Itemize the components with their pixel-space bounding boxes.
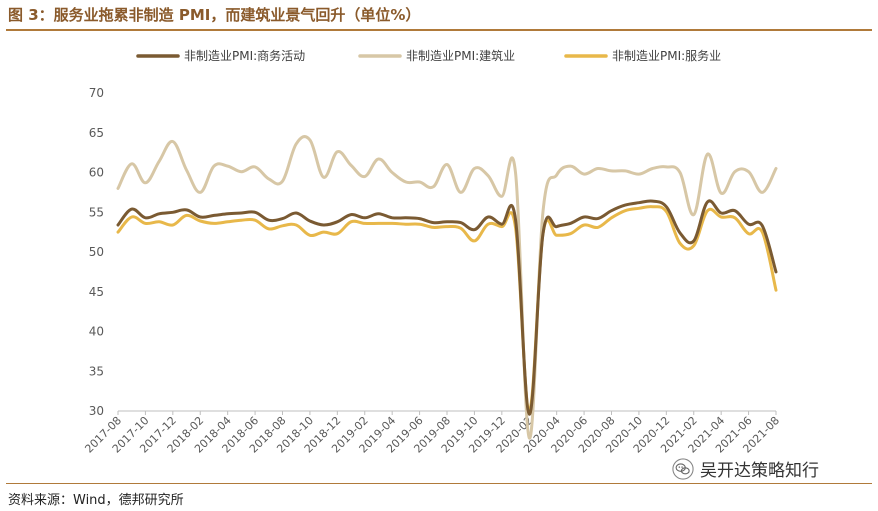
legend-label: 非制造业PMI:服务业: [612, 48, 721, 63]
line-chart: 3035404550556065702017-082017-102017-122…: [82, 48, 782, 456]
watermark: 吴开达策略知行: [672, 456, 819, 481]
y-tick-label: 65: [89, 126, 104, 140]
y-tick-label: 60: [89, 166, 104, 180]
series-line-business: [116, 199, 778, 416]
watermark-text: 吴开达策略知行: [700, 461, 819, 481]
wechat-icon: [672, 457, 694, 480]
y-tick-label: 45: [89, 285, 104, 299]
y-tick-label: 70: [89, 86, 104, 100]
series-line-construction: [116, 135, 778, 440]
y-tick-label: 40: [89, 325, 104, 339]
chart-title: 图 3：服务业拖累非制造 PMI，而建筑业景气回升（单位%）: [8, 6, 421, 24]
y-tick-label: 50: [89, 245, 104, 259]
series-line-services: [116, 205, 778, 412]
footer-rule: [6, 483, 872, 484]
legend-label: 非制造业PMI:商务活动: [184, 48, 305, 63]
legend-label: 非制造业PMI:建筑业: [406, 48, 515, 63]
source-note: 资料来源：Wind，德邦研究所: [8, 493, 184, 508]
y-tick-label: 35: [89, 364, 104, 378]
title-rule: [6, 29, 872, 31]
y-tick-label: 55: [89, 205, 104, 219]
y-tick-label: 30: [89, 404, 104, 418]
